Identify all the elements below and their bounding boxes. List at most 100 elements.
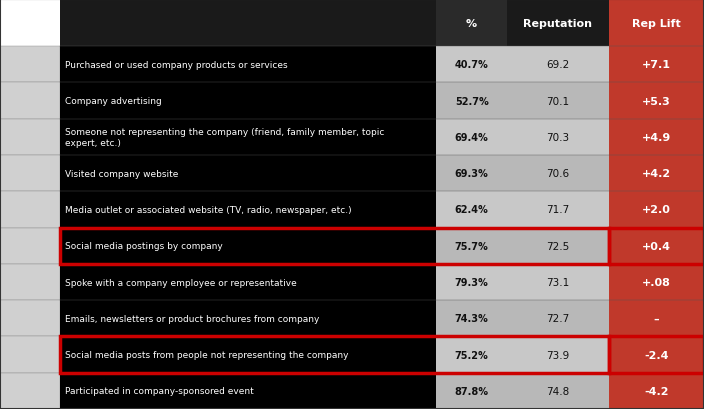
Text: 70.1: 70.1 — [546, 97, 570, 106]
Text: +.08: +.08 — [642, 277, 671, 287]
Text: 72.7: 72.7 — [546, 314, 570, 324]
Text: Company advertising: Company advertising — [65, 97, 162, 106]
Text: 52.7%: 52.7% — [455, 97, 489, 106]
Bar — [436, 192, 507, 228]
Text: 74.3%: 74.3% — [455, 314, 489, 324]
Text: 79.3%: 79.3% — [455, 277, 489, 287]
Bar — [507, 83, 609, 119]
Bar — [60, 192, 436, 228]
Text: Emails, newsletters or product brochures from company: Emails, newsletters or product brochures… — [65, 314, 320, 323]
Text: 74.8: 74.8 — [546, 386, 570, 396]
Text: Purchased or used company products or services: Purchased or used company products or se… — [65, 61, 288, 70]
Bar — [609, 264, 704, 300]
Bar — [507, 228, 609, 264]
Text: 62.4%: 62.4% — [455, 205, 489, 215]
Text: 70.3: 70.3 — [546, 133, 570, 142]
Text: 72.5: 72.5 — [546, 241, 570, 251]
Text: Someone not representing the company (friend, family member, topic
expert, etc.): Someone not representing the company (fr… — [65, 128, 385, 147]
Bar — [609, 83, 704, 119]
Text: %: % — [466, 18, 477, 29]
Text: Participated in company-sponsored event: Participated in company-sponsored event — [65, 387, 254, 396]
Bar — [507, 300, 609, 337]
Bar — [609, 300, 704, 337]
Bar — [0, 337, 60, 373]
Bar — [507, 264, 609, 300]
Bar — [507, 47, 609, 83]
Bar — [60, 83, 436, 119]
Text: -2.4: -2.4 — [644, 350, 669, 360]
Bar — [60, 0, 704, 47]
Text: +5.3: +5.3 — [642, 97, 671, 106]
Text: 75.7%: 75.7% — [455, 241, 489, 251]
Text: 70.6: 70.6 — [546, 169, 570, 179]
Bar — [60, 300, 436, 337]
Text: Social media postings by company: Social media postings by company — [65, 242, 223, 251]
Bar — [436, 264, 507, 300]
Text: Spoke with a company employee or representative: Spoke with a company employee or represe… — [65, 278, 297, 287]
Bar — [507, 192, 609, 228]
Bar — [0, 373, 60, 409]
Bar — [609, 0, 704, 47]
Bar — [609, 155, 704, 192]
Bar — [60, 228, 436, 264]
Bar — [609, 337, 704, 373]
Text: Media outlet or associated website (TV, radio, newspaper, etc.): Media outlet or associated website (TV, … — [65, 205, 352, 214]
Bar — [436, 337, 507, 373]
Bar — [609, 119, 704, 155]
Text: 69.2: 69.2 — [546, 60, 570, 70]
Text: +7.1: +7.1 — [642, 60, 671, 70]
Bar — [507, 373, 609, 409]
Text: Rep Lift: Rep Lift — [632, 18, 681, 29]
Bar — [60, 337, 436, 373]
Text: 87.8%: 87.8% — [455, 386, 489, 396]
Text: +2.0: +2.0 — [642, 205, 671, 215]
Bar — [507, 155, 609, 192]
Bar — [436, 300, 507, 337]
Bar — [436, 0, 507, 47]
Bar — [60, 228, 609, 264]
Bar — [609, 192, 704, 228]
Bar — [609, 47, 704, 83]
Bar — [507, 0, 609, 47]
Text: Visited company website: Visited company website — [65, 169, 179, 178]
Text: -4.2: -4.2 — [644, 386, 669, 396]
Text: Social media posts from people not representing the company: Social media posts from people not repre… — [65, 350, 349, 359]
Text: +4.9: +4.9 — [642, 133, 671, 142]
Bar — [0, 264, 60, 300]
Bar — [60, 264, 436, 300]
Text: 69.4%: 69.4% — [455, 133, 489, 142]
Text: 71.7: 71.7 — [546, 205, 570, 215]
Text: 75.2%: 75.2% — [455, 350, 489, 360]
Bar — [507, 119, 609, 155]
Bar — [436, 155, 507, 192]
Text: 73.9: 73.9 — [546, 350, 570, 360]
Text: 69.3%: 69.3% — [455, 169, 489, 179]
Text: 73.1: 73.1 — [546, 277, 570, 287]
Bar — [0, 155, 60, 192]
Bar — [436, 83, 507, 119]
Text: –: – — [654, 314, 659, 324]
Bar — [609, 228, 704, 264]
Bar — [60, 337, 609, 373]
Bar — [0, 300, 60, 337]
Bar — [609, 337, 704, 373]
Bar — [60, 373, 436, 409]
Bar — [436, 228, 507, 264]
Bar — [609, 373, 704, 409]
Bar — [60, 119, 436, 155]
Bar — [436, 47, 507, 83]
Bar — [609, 228, 704, 264]
Text: +0.4: +0.4 — [642, 241, 671, 251]
Bar — [60, 155, 436, 192]
Bar — [507, 337, 609, 373]
Bar — [436, 119, 507, 155]
Bar — [436, 373, 507, 409]
Text: 40.7%: 40.7% — [455, 60, 489, 70]
Bar — [0, 83, 60, 119]
Bar — [0, 47, 60, 83]
Text: Reputation: Reputation — [523, 18, 593, 29]
Text: +4.2: +4.2 — [642, 169, 671, 179]
Bar — [0, 192, 60, 228]
Bar — [0, 228, 60, 264]
Bar — [60, 47, 436, 83]
